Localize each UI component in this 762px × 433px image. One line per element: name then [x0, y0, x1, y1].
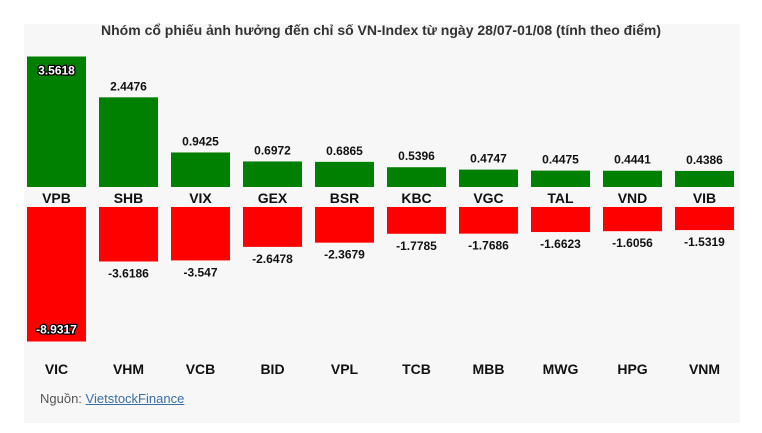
source-label: Nguồn:: [40, 391, 82, 406]
bar-negative-bid: [243, 207, 302, 247]
bar-positive-tal: [531, 170, 590, 187]
bar-negative-mbb: [459, 207, 518, 234]
bar-positive-vib: [675, 170, 734, 187]
bar-positive-vnd: [603, 170, 662, 187]
value-label-vnm: -1.5319: [684, 235, 725, 249]
category-label-vgc: VGC: [473, 190, 503, 206]
category-label-vib: VIB: [693, 190, 716, 206]
bar-negative-vcb: [171, 207, 230, 261]
category-label-tcb: TCB: [402, 361, 431, 377]
category-label-vcb: VCB: [186, 361, 216, 377]
source-link[interactable]: VietstockFinance: [85, 391, 185, 406]
bar-positive-gex: [243, 161, 302, 187]
category-label-vic: VIC: [45, 361, 68, 377]
category-label-tal: TAL: [547, 190, 574, 206]
bar-positive-bsr: [315, 161, 374, 187]
bar-positive-shb: [99, 97, 158, 187]
category-label-kbc: KBC: [401, 190, 431, 206]
negative-bars-group: -8.9317 VIC -3.6186 VHM -3.547 VCB -2.6478 BID -…: [27, 207, 734, 377]
bar-positive-vgc: [459, 169, 518, 187]
value-label-bsr: 0.6865: [326, 144, 363, 158]
value-label-vib: 0.4386: [686, 153, 723, 167]
category-label-vpl: VPL: [331, 361, 359, 377]
chart-title: Nhóm cổ phiếu ảnh hưởng đến chỉ số VN-In…: [101, 22, 661, 38]
value-label-vcb: -3.547: [183, 265, 217, 279]
value-label-mbb: -1.7686: [468, 239, 509, 253]
value-label-tal: 0.4475: [542, 153, 579, 167]
value-label-vix: 0.9425: [182, 134, 219, 148]
value-label-vgc: 0.4747: [470, 152, 507, 166]
bar-positive-vix: [171, 152, 230, 187]
bar-negative-mwg: [531, 207, 590, 233]
value-label-vic: -8.9317: [36, 323, 77, 337]
value-label-vpl: -2.3679: [324, 248, 365, 262]
category-label-bsr: BSR: [330, 190, 360, 206]
value-label-kbc: 0.5396: [398, 149, 435, 163]
positive-bars-group: 3.5618 VPB 2.4476 SHB 0.9425 VIX 0.6972 GEX 0.68…: [27, 56, 734, 206]
category-label-vnd: VND: [618, 190, 648, 206]
category-label-shb: SHB: [114, 190, 144, 206]
bar-negative-vic: [27, 207, 86, 342]
bar-negative-tcb: [387, 207, 446, 234]
category-label-mbb: MBB: [473, 361, 505, 377]
value-label-gex: 0.6972: [254, 143, 291, 157]
bar-negative-vhm: [99, 207, 158, 262]
value-label-vhm: -3.6186: [108, 266, 149, 280]
value-label-shb: 2.4476: [110, 79, 147, 93]
value-label-vpb: 3.5618: [38, 64, 75, 78]
value-label-tcb: -1.7785: [396, 239, 437, 253]
category-label-vhm: VHM: [113, 361, 144, 377]
category-label-vix: VIX: [189, 190, 212, 206]
category-label-bid: BID: [260, 361, 284, 377]
bar-negative-hpg: [603, 207, 662, 232]
category-label-vnm: VNM: [689, 361, 720, 377]
value-label-hpg: -1.6056: [612, 236, 653, 250]
category-label-hpg: HPG: [617, 361, 647, 377]
bar-positive-vpb: [27, 56, 86, 187]
value-label-vnd: 0.4441: [614, 153, 651, 167]
category-label-gex: GEX: [258, 190, 288, 206]
value-label-mwg: -1.6623: [540, 237, 581, 251]
bar-negative-vpl: [315, 207, 374, 243]
bar-positive-kbc: [387, 167, 446, 187]
bar-negative-vnm: [675, 207, 734, 231]
category-label-mwg: MWG: [543, 361, 579, 377]
source-line: Nguồn: VietstockFinance: [40, 391, 184, 406]
category-label-vpb: VPB: [42, 190, 71, 206]
value-label-bid: -2.6478: [252, 252, 293, 266]
